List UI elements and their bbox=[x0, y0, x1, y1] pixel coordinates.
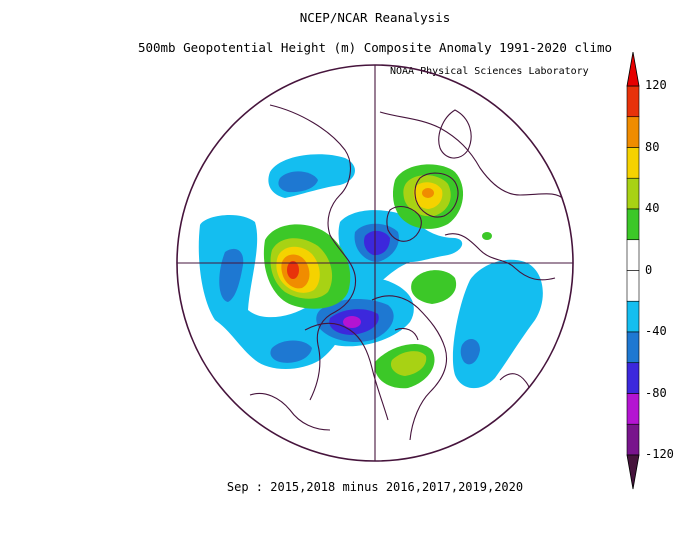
caption: Sep : 2015,2018 minus 2016,2017,2019,202… bbox=[226, 480, 524, 494]
anomaly-region-neg-40 bbox=[460, 338, 480, 365]
colorbar-bin bbox=[626, 116, 640, 148]
colorbar-tick-label: 0 bbox=[645, 262, 653, 277]
anomaly-region-neg-40 bbox=[270, 340, 312, 363]
colorbar-bin bbox=[626, 85, 640, 118]
colorbar-bin bbox=[626, 147, 640, 179]
colorbar-tick-label: 40 bbox=[645, 201, 660, 215]
polar-map bbox=[176, 64, 574, 462]
anomaly-region-pos-20 bbox=[482, 232, 492, 240]
colorbar-tick-label: 80 bbox=[645, 139, 660, 154]
title-line-2: 500mb Geopotential Height (m) Composite … bbox=[137, 40, 613, 55]
title-line-1: NCEP/NCAR Reanalysis bbox=[299, 10, 451, 25]
colorbar-bin bbox=[626, 208, 640, 241]
anomaly-region-neg-60 bbox=[363, 230, 390, 256]
anomaly-region-neg-20 bbox=[452, 259, 543, 389]
colorbar-bin bbox=[626, 300, 640, 333]
colorbar-top-arrow bbox=[626, 52, 640, 87]
anomaly-region-neg-80 bbox=[343, 316, 361, 328]
colorbar-tick-label: -120 bbox=[645, 447, 674, 461]
map-boundary-circle bbox=[176, 64, 574, 462]
colorbar-bin bbox=[626, 239, 640, 271]
colorbar-bin bbox=[626, 177, 640, 210]
colorbar-tick-label: 120 bbox=[645, 78, 667, 92]
colorbar-bottom-arrow bbox=[626, 454, 640, 490]
colorbar-tick-label: -40 bbox=[645, 324, 667, 338]
colorbar-bin bbox=[626, 393, 640, 425]
anomaly-region-pos-100 bbox=[287, 261, 299, 279]
coastlines bbox=[249, 104, 566, 441]
anomaly-region-pos-20 bbox=[411, 270, 457, 304]
anomaly-field bbox=[198, 104, 566, 441]
anomaly-region-neg-40 bbox=[219, 248, 244, 302]
anomaly-region-pos-40 bbox=[390, 351, 427, 376]
credit-text: NOAA Physical Sciences Laboratory bbox=[390, 66, 589, 77]
colorbar-bin bbox=[626, 331, 640, 364]
anomaly-region-pos-80 bbox=[422, 188, 434, 198]
colorbar-bin bbox=[626, 423, 640, 456]
colorbar-tick-label: -80 bbox=[645, 385, 667, 400]
colorbar bbox=[626, 52, 640, 490]
anomaly-region-neg-40 bbox=[278, 171, 318, 193]
colorbar-bin bbox=[626, 270, 640, 302]
colorbar-bin bbox=[626, 362, 640, 394]
